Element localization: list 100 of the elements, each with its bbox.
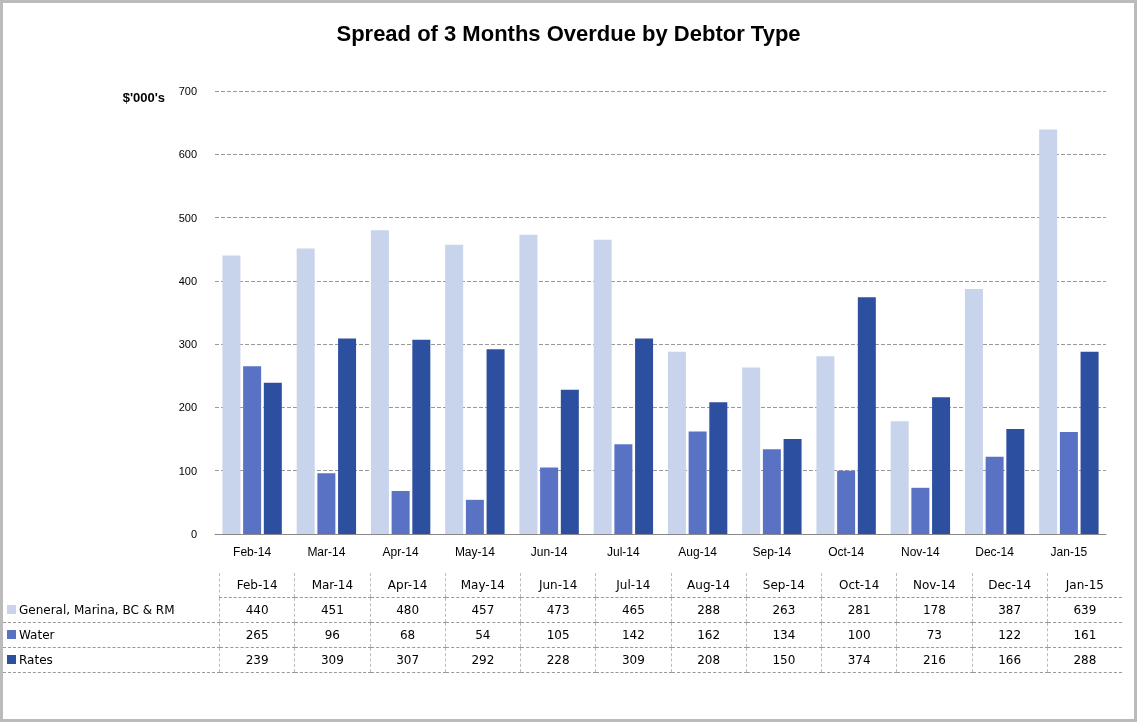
data-label: 292 — [445, 647, 521, 673]
data-label: 288 — [671, 597, 747, 623]
data-label: 440 — [219, 597, 295, 623]
bar — [243, 366, 262, 534]
data-label: 288 — [1047, 647, 1122, 673]
bar — [762, 449, 781, 534]
bar — [667, 351, 686, 534]
data-label: 208 — [671, 647, 747, 673]
bar — [709, 402, 728, 534]
data-label: 96 — [294, 622, 370, 648]
data-label: 68 — [370, 622, 446, 648]
bar — [816, 356, 835, 534]
bar — [540, 467, 559, 534]
category-label: May-14 — [460, 578, 505, 592]
data-label: 374 — [821, 647, 897, 673]
bar — [783, 439, 802, 534]
bar — [1039, 129, 1058, 534]
bar — [465, 499, 484, 534]
bar — [1006, 428, 1025, 534]
x-tick-label: Jun-14 — [530, 545, 568, 559]
data-label: 216 — [896, 647, 972, 673]
category-label: Dec-14 — [988, 578, 1032, 592]
data-label: 142 — [595, 622, 671, 648]
bar — [412, 339, 431, 534]
bar — [486, 349, 505, 534]
data-label: 480 — [370, 597, 446, 623]
bar — [964, 289, 983, 534]
data-label: 100 — [821, 622, 897, 648]
x-tick-label: Aug-14 — [678, 545, 718, 559]
category-label: Feb-14 — [236, 578, 278, 592]
bar — [593, 239, 612, 534]
x-tick-label: Feb-14 — [233, 545, 272, 559]
data-label: 134 — [746, 622, 822, 648]
y-axis-title: $'000's — [122, 89, 165, 105]
bar — [1080, 351, 1099, 534]
chart-title: Spread of 3 Months Overdue by Debtor Type — [336, 20, 801, 46]
data-label: 265 — [219, 622, 295, 648]
x-tick-label: Apr-14 — [382, 545, 419, 559]
y-tick-label: 700 — [178, 85, 197, 97]
data-label: 451 — [294, 597, 370, 623]
bar — [391, 490, 410, 534]
x-tick-label: Mar-14 — [307, 545, 346, 559]
category-label: Jun-14 — [538, 578, 578, 592]
bar — [338, 338, 357, 534]
legend-label: Water — [3, 622, 220, 648]
x-tick-label: Dec-14 — [975, 545, 1015, 559]
y-tick-label: 200 — [178, 401, 197, 414]
data-label: 162 — [671, 622, 747, 648]
bar — [742, 367, 761, 534]
category-label: Jan-15 — [1065, 578, 1104, 592]
data-label: 54 — [445, 622, 521, 648]
bar — [911, 487, 930, 534]
bar — [932, 397, 951, 534]
data-label: 122 — [972, 622, 1048, 648]
data-label: 457 — [445, 597, 521, 623]
data-label: 309 — [595, 647, 671, 673]
bar — [445, 244, 464, 534]
data-label: 307 — [370, 647, 446, 673]
bar — [317, 473, 336, 534]
bar — [1059, 432, 1078, 534]
bar — [837, 470, 856, 534]
y-tick-label: 100 — [178, 464, 197, 477]
bar — [890, 421, 909, 534]
bar — [370, 230, 389, 534]
x-tick-label: May-14 — [454, 545, 496, 559]
x-tick-label: Nov-14 — [901, 545, 941, 559]
data-label: 166 — [972, 647, 1048, 673]
bar — [519, 234, 538, 534]
data-label: 387 — [972, 597, 1048, 623]
bar — [222, 255, 241, 534]
category-label: Jul-14 — [616, 578, 651, 592]
x-tick-label: Oct-14 — [828, 545, 865, 559]
bar — [560, 389, 579, 534]
bar — [985, 456, 1004, 534]
x-tick-label: Sep-14 — [752, 545, 792, 559]
y-tick-label: 400 — [178, 274, 197, 287]
category-label: Mar-14 — [311, 578, 354, 592]
bar — [857, 297, 876, 534]
data-label: 161 — [1047, 622, 1122, 648]
data-label: 150 — [746, 647, 822, 673]
y-tick-label: 600 — [178, 148, 197, 161]
category-label: Nov-14 — [913, 578, 956, 592]
data-label: 473 — [520, 597, 596, 623]
data-label: 73 — [896, 622, 972, 648]
x-tick-label: Jul-14 — [607, 545, 641, 559]
data-label: 281 — [821, 597, 897, 623]
data-label: 465 — [595, 597, 671, 623]
data-label: 105 — [520, 622, 596, 648]
bar — [688, 431, 707, 534]
legend-label: General, Marina, BC & RM — [3, 597, 220, 623]
category-label: Aug-14 — [687, 578, 731, 592]
x-tick-label: Jan-15 — [1050, 545, 1088, 559]
category-label: Apr-14 — [387, 578, 428, 592]
y-tick-label: 0 — [190, 528, 197, 540]
bar — [614, 444, 633, 534]
y-tick-label: 300 — [178, 338, 197, 351]
bar — [635, 338, 654, 534]
data-label: 228 — [520, 647, 596, 673]
legend-label: Rates — [3, 647, 220, 673]
data-label: 639 — [1047, 597, 1122, 623]
